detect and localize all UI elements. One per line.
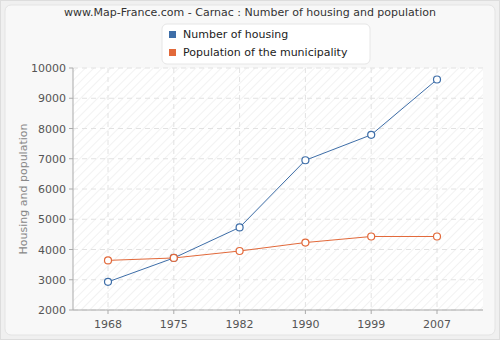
y-label: Housing and population <box>17 124 30 255</box>
tick <box>69 310 73 311</box>
legend: Number of housing Population of the munic… <box>162 24 370 64</box>
grid-line <box>73 98 483 99</box>
tick <box>69 279 73 280</box>
tick <box>69 98 73 99</box>
grid-line <box>73 310 483 311</box>
tick-label: 3000 <box>38 274 66 287</box>
line <box>108 79 437 281</box>
grid-line <box>108 68 109 310</box>
tick <box>437 310 438 314</box>
grid-line <box>73 249 483 250</box>
tick-label: 2007 <box>423 318 451 331</box>
tick-label: 4000 <box>38 244 66 257</box>
tick-label: 5000 <box>38 213 66 226</box>
marker <box>302 239 309 246</box>
tick-label: 1999 <box>357 318 385 331</box>
tick <box>69 219 73 220</box>
grid-line <box>73 128 483 129</box>
x-axis <box>73 310 483 311</box>
panel <box>5 5 495 335</box>
tick <box>305 310 306 314</box>
grid-line <box>173 68 174 310</box>
tick <box>69 249 73 250</box>
plot-area <box>73 68 483 310</box>
tick-label: 1968 <box>94 318 122 331</box>
legend-swatch <box>169 31 176 38</box>
background <box>1 1 500 340</box>
marker <box>236 224 243 231</box>
tick <box>69 128 73 129</box>
tick-label: 1975 <box>160 318 188 331</box>
tick <box>69 158 73 159</box>
grid-line <box>371 68 372 310</box>
marker <box>105 257 112 264</box>
tick-label: 6000 <box>38 183 66 196</box>
marker <box>170 254 177 261</box>
grid-line <box>305 68 306 310</box>
legend-label: Number of housing <box>183 28 288 41</box>
legend-swatch <box>169 49 176 56</box>
tick <box>108 310 109 314</box>
marker <box>368 233 375 240</box>
tick <box>173 310 174 314</box>
tick-label: 9000 <box>38 92 66 105</box>
series-group <box>105 76 441 285</box>
legend-label: Population of the municipality <box>183 46 348 59</box>
tick <box>371 310 372 314</box>
grid-line <box>437 68 438 310</box>
tick-label: 1990 <box>291 318 319 331</box>
grid-line <box>239 68 240 310</box>
legend-box <box>162 24 370 64</box>
grid-line <box>73 68 483 69</box>
marker <box>434 76 441 83</box>
tick <box>239 310 240 314</box>
title: www.Map-France.com - Carnac : Number of … <box>64 6 436 19</box>
grid-line <box>73 219 483 220</box>
tick-label: 10000 <box>31 62 66 75</box>
chart: www.Map-France.com - Carnac : Number of … <box>0 0 500 340</box>
marker <box>105 278 112 285</box>
tick-label: 7000 <box>38 153 66 166</box>
marker <box>434 233 441 240</box>
marker <box>236 248 243 255</box>
grid-line <box>73 158 483 159</box>
marker <box>302 157 309 164</box>
marker <box>368 131 375 138</box>
line <box>108 236 437 260</box>
tick-label: 1982 <box>226 318 254 331</box>
tick-label: 2000 <box>38 304 66 317</box>
marker <box>170 254 177 261</box>
y-axis <box>73 68 74 310</box>
tick-label: 8000 <box>38 123 66 136</box>
tick <box>69 68 73 69</box>
grid-line <box>73 279 483 280</box>
tick <box>69 189 73 190</box>
